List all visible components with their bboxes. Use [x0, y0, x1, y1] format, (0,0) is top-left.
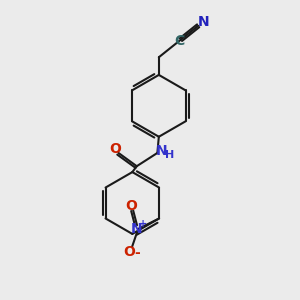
- Text: -: -: [134, 247, 140, 260]
- Text: C: C: [174, 34, 184, 48]
- Text: O: O: [124, 245, 136, 259]
- Text: H: H: [165, 150, 174, 160]
- Text: O: O: [110, 142, 122, 156]
- Text: N: N: [198, 15, 209, 29]
- Text: O: O: [125, 199, 137, 213]
- Text: N: N: [131, 222, 143, 236]
- Text: N: N: [156, 145, 167, 158]
- Text: +: +: [139, 219, 147, 229]
